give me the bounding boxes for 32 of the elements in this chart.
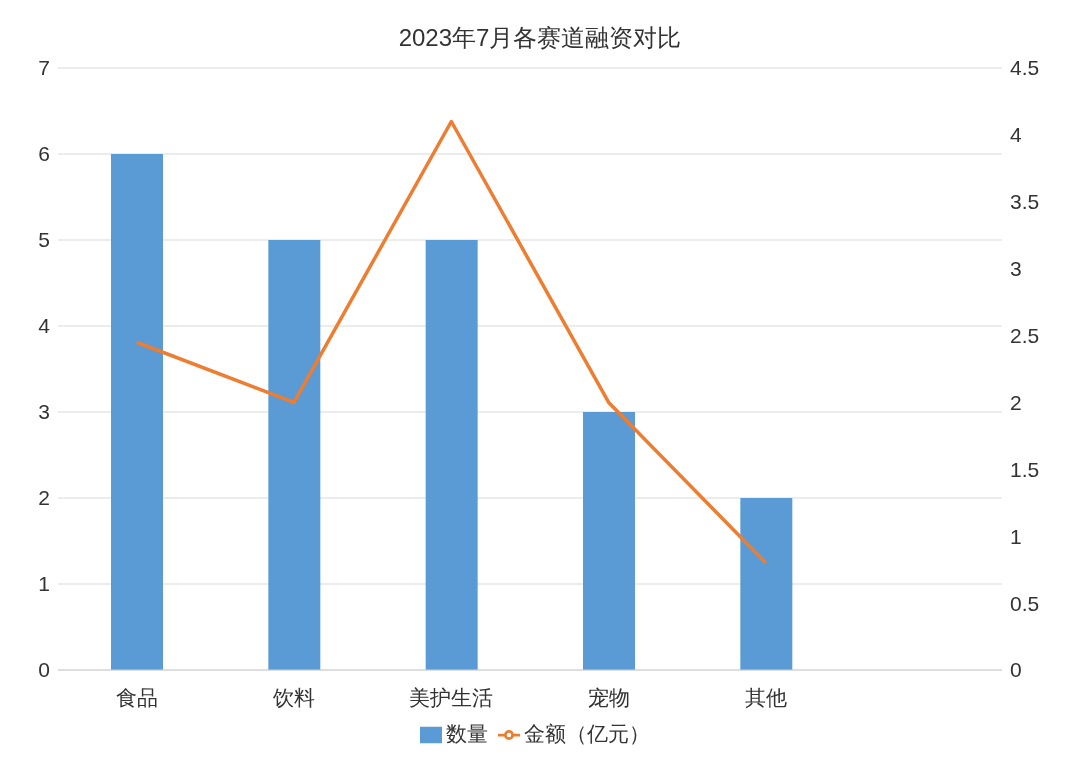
x-tick-label: 其他	[745, 685, 787, 709]
y-tick-label: 4	[38, 314, 51, 338]
y2-tick-label: 3.5	[1010, 190, 1040, 214]
line-series	[134, 119, 768, 565]
y-tick-label: 3	[38, 400, 50, 424]
y2-tick-label: 1	[1010, 524, 1022, 548]
y2-tick-label: 0	[1010, 658, 1022, 682]
bar	[583, 412, 635, 670]
legend-label: 金额（亿元）	[524, 722, 650, 745]
y-tick-label: 6	[38, 142, 50, 166]
legend-label: 数量	[446, 722, 488, 745]
x-tick-label: 饮料	[272, 685, 315, 709]
y2-tick-label: 0.5	[1010, 591, 1040, 615]
bar	[740, 498, 793, 670]
y2-tick-label: 4	[1010, 123, 1022, 147]
y-tick-label: 1	[38, 572, 50, 596]
x-tick-label: 美护生活	[409, 685, 494, 709]
y-tick-label: 2	[38, 486, 50, 510]
bar	[111, 154, 163, 670]
y-tick-label: 5	[38, 228, 50, 252]
y2-tick-label: 2	[1010, 390, 1022, 414]
y2-tick-label: 4.5	[1010, 56, 1040, 80]
y-tick-label: 7	[38, 56, 50, 80]
y-tick-label: 0	[38, 658, 50, 682]
x-tick-label: 食品	[115, 685, 158, 709]
bar	[425, 240, 478, 670]
chart-title: 2023年7月各赛道融资对比	[397, 23, 683, 53]
x-tick-label: 宠物	[587, 685, 630, 709]
y2-tick-label: 3	[1010, 257, 1022, 281]
bar	[268, 240, 321, 670]
y2-tick-label: 1.5	[1010, 457, 1040, 481]
y2-tick-label: 2.5	[1010, 324, 1040, 348]
